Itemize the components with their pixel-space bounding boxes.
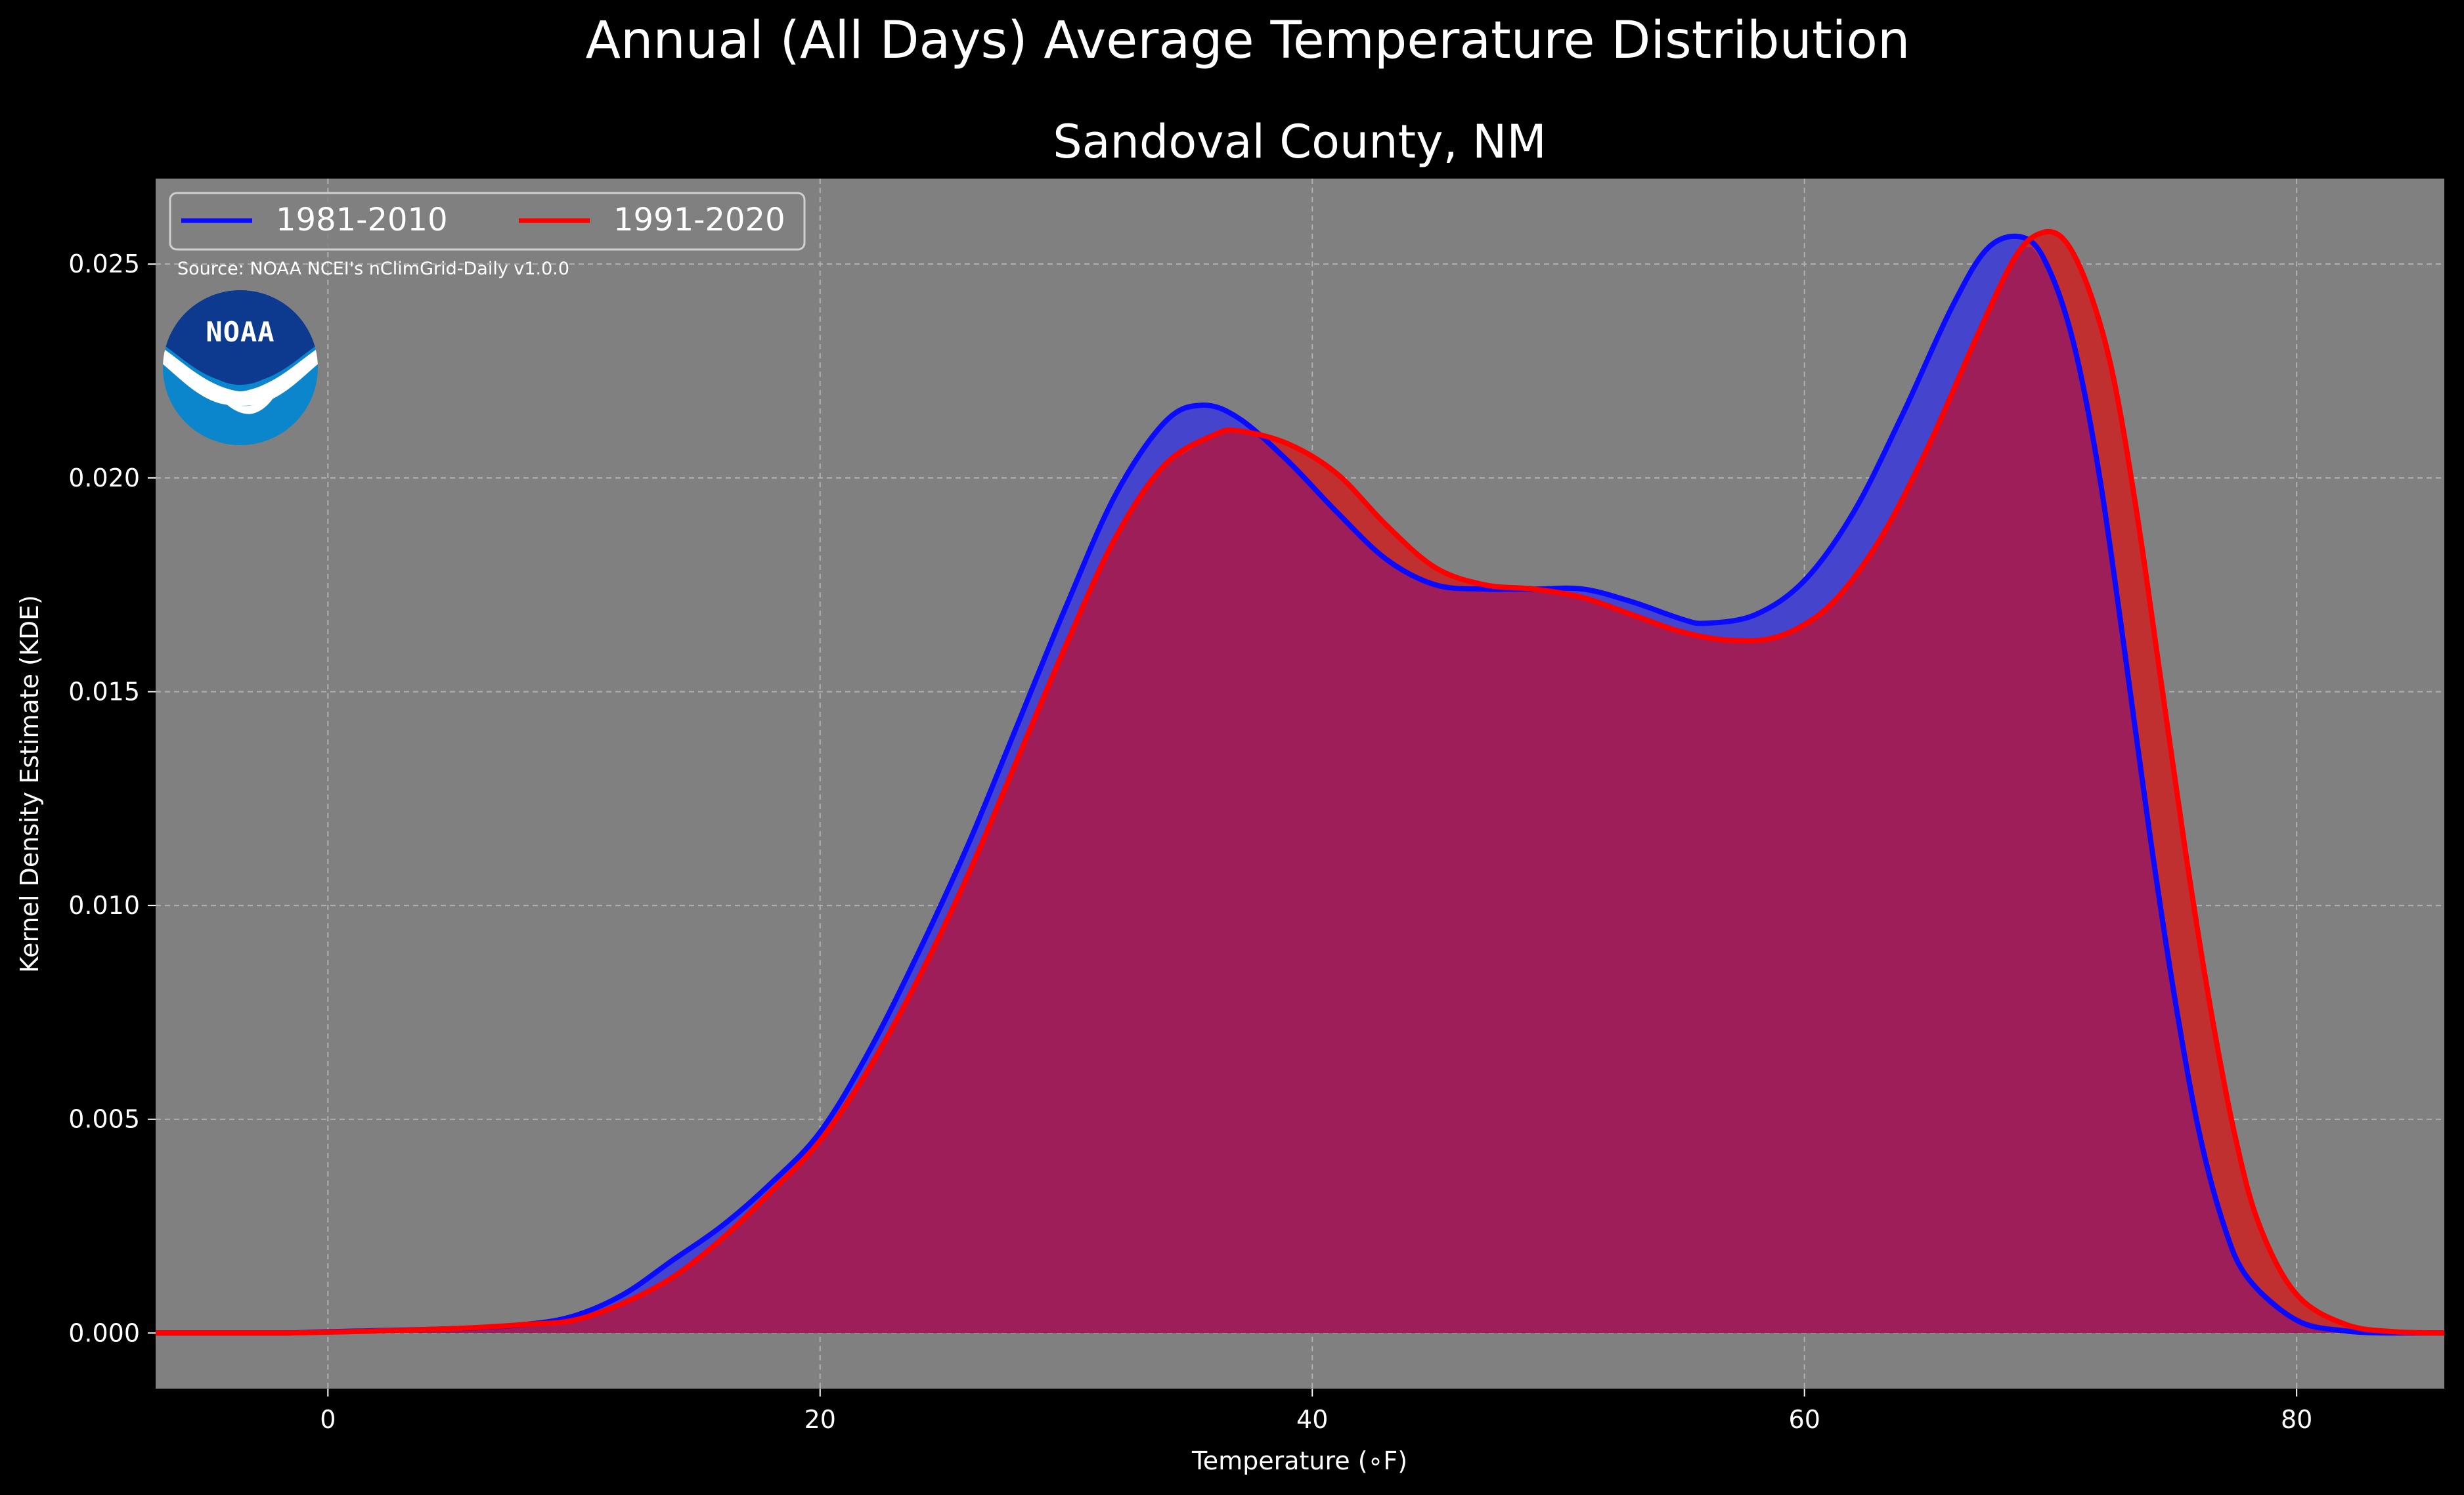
x-axis-label: Temperature (∘F) — [1191, 1446, 1407, 1475]
logo-text: NOAA — [206, 316, 275, 348]
y-tick-label: 0.005 — [68, 1105, 140, 1134]
source-note: Source: NOAA NCEI's nClimGrid-Daily v1.0… — [177, 259, 569, 279]
y-tick-label: 0.015 — [68, 677, 140, 706]
legend-label-1981-2010: 1981-2010 — [276, 202, 448, 238]
legend-box — [169, 192, 806, 251]
logo-top-band — [163, 290, 318, 385]
legend: 1981-2010 1991-2020 — [169, 192, 806, 251]
y-axis-label: Kernel Density Estimate (KDE) — [15, 595, 44, 973]
chart-subtitle: Sandoval County, NM — [1053, 115, 1547, 169]
y-tick-label: 0.025 — [68, 249, 140, 278]
x-tick-label: 20 — [804, 1405, 836, 1434]
overlap-fill — [156, 247, 2444, 1333]
y-tick-label: 0.010 — [68, 891, 140, 920]
legend-label-1991-2020: 1991-2020 — [613, 202, 785, 238]
axes: 0 20 40 60 80 0.000 0.005 0.010 0.015 0.020 0.025 — [68, 249, 2312, 1434]
density-lines — [156, 228, 2445, 1336]
x-tick-label: 0 — [320, 1405, 336, 1434]
x-tick-label: 60 — [1789, 1405, 1820, 1434]
noaa-logo: NOAA — [163, 290, 318, 445]
x-tick-label: 80 — [2281, 1405, 2312, 1434]
y-tick-label: 0.000 — [68, 1318, 140, 1347]
logo-bird-tail — [217, 394, 276, 414]
series-line-1991-2020 — [156, 228, 2445, 1336]
chart-title: Annual (All Days) Average Temperature Di… — [586, 11, 1910, 70]
y-tick-label: 0.020 — [68, 464, 140, 492]
density-fills — [156, 231, 2444, 1333]
logo-bird-wing — [163, 345, 318, 406]
x-tick-label: 40 — [1296, 1405, 1328, 1434]
